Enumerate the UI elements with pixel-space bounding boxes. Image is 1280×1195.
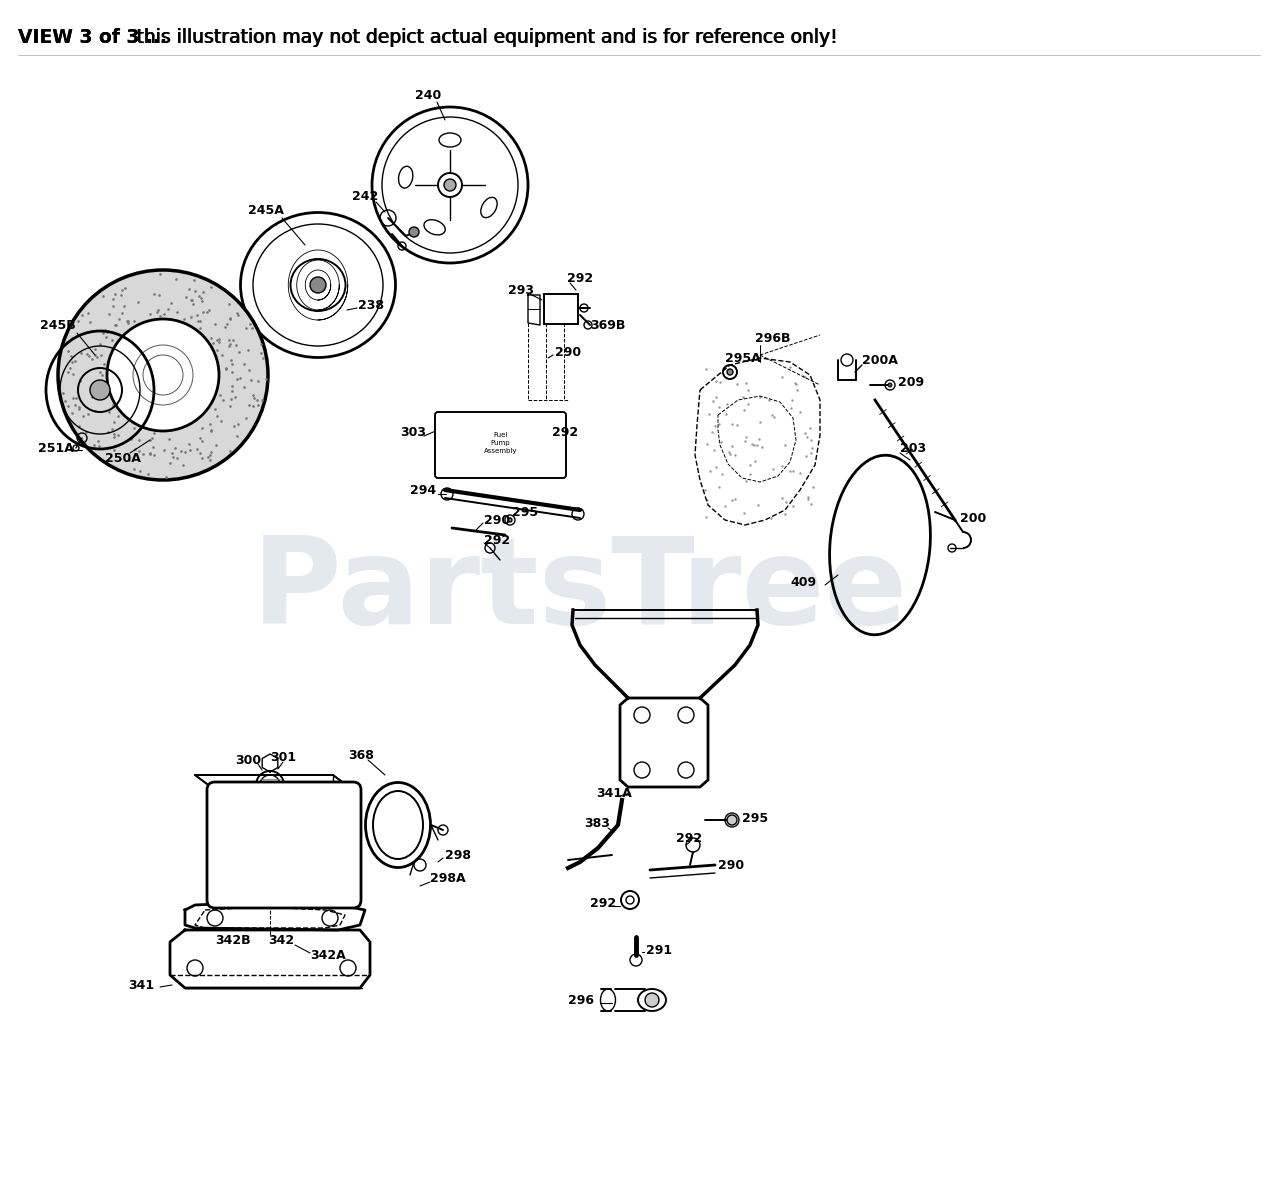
Text: this illustration may not depict actual equipment and is for reference only!: this illustration may not depict actual …: [131, 27, 838, 47]
Text: 290: 290: [556, 345, 581, 358]
Text: 209: 209: [899, 375, 924, 388]
Text: 294: 294: [410, 484, 436, 496]
Text: 292: 292: [590, 896, 616, 909]
Text: 292: 292: [567, 271, 593, 284]
Text: 200A: 200A: [861, 354, 897, 367]
Text: 409: 409: [790, 576, 817, 588]
Text: 295A: 295A: [724, 351, 760, 364]
Text: 251A: 251A: [38, 441, 74, 454]
Text: 292: 292: [484, 533, 511, 546]
Text: 298A: 298A: [430, 871, 466, 884]
Text: 250A: 250A: [105, 452, 141, 465]
Text: Assembly: Assembly: [484, 448, 517, 454]
Circle shape: [58, 270, 268, 480]
FancyBboxPatch shape: [435, 412, 566, 478]
Circle shape: [727, 369, 733, 375]
Text: 242: 242: [352, 190, 379, 202]
Circle shape: [444, 179, 456, 191]
Text: Pump: Pump: [490, 440, 511, 446]
Text: 240: 240: [415, 88, 442, 102]
Circle shape: [310, 277, 326, 293]
Text: 290: 290: [718, 858, 744, 871]
Text: 200: 200: [960, 511, 987, 525]
Text: 245B: 245B: [40, 319, 76, 331]
Circle shape: [108, 319, 219, 431]
Text: 341A: 341A: [596, 786, 632, 799]
Text: 296: 296: [568, 993, 594, 1006]
Circle shape: [90, 380, 110, 400]
Text: 342A: 342A: [310, 949, 346, 962]
FancyBboxPatch shape: [544, 294, 579, 324]
Text: VIEW 3 of 3 ...: VIEW 3 of 3 ...: [18, 27, 166, 47]
Text: 341: 341: [128, 979, 154, 992]
Text: 300: 300: [236, 754, 261, 766]
Circle shape: [888, 384, 892, 387]
Circle shape: [645, 993, 659, 1007]
Circle shape: [508, 517, 512, 522]
Text: this illustration may not depict actual equipment and is for reference only!: this illustration may not depict actual …: [131, 27, 837, 47]
Text: 301: 301: [270, 750, 296, 764]
Text: 295: 295: [512, 505, 538, 519]
Text: VIEW 3 of 3 ...: VIEW 3 of 3 ...: [18, 27, 166, 47]
Text: 296B: 296B: [755, 331, 791, 344]
Text: Fuel: Fuel: [493, 433, 508, 439]
Text: 292: 292: [676, 832, 703, 845]
Text: 298: 298: [445, 848, 471, 862]
Text: 383: 383: [584, 816, 609, 829]
Text: 342B: 342B: [215, 933, 251, 946]
Text: 203: 203: [900, 441, 927, 454]
Text: 238: 238: [358, 299, 384, 312]
Text: 290: 290: [484, 514, 511, 527]
Text: 291: 291: [646, 944, 672, 956]
Circle shape: [410, 227, 419, 237]
FancyBboxPatch shape: [207, 782, 361, 908]
Text: 295: 295: [742, 811, 768, 825]
Text: 368: 368: [348, 748, 374, 761]
Text: PartsTree: PartsTree: [252, 532, 908, 649]
Text: 292: 292: [552, 425, 579, 439]
Text: 293: 293: [508, 283, 534, 296]
Text: 342: 342: [268, 933, 294, 946]
Text: 369B: 369B: [590, 319, 626, 331]
Circle shape: [727, 815, 737, 825]
Text: 245A: 245A: [248, 203, 284, 216]
Text: 303: 303: [399, 425, 426, 439]
